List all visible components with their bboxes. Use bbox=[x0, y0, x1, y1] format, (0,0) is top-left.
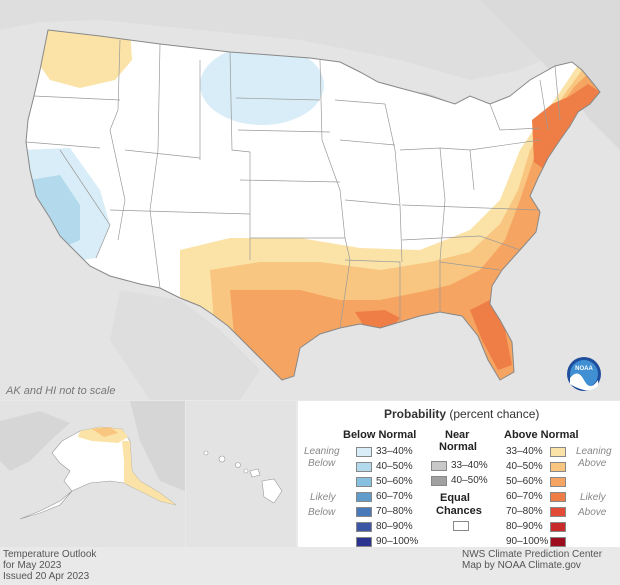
near-normal-swatch bbox=[431, 461, 447, 471]
above-normal-swatch bbox=[550, 492, 566, 502]
below-normal-swatch bbox=[356, 537, 372, 547]
below-normal-swatch bbox=[356, 462, 372, 472]
near-normal-label: 40–50% bbox=[451, 475, 488, 486]
equal-chances-label-2: Chances bbox=[436, 505, 482, 517]
below-normal-swatch bbox=[356, 447, 372, 457]
above-normal-header: Above Normal bbox=[504, 429, 579, 441]
equal-chances-label-1: Equal bbox=[440, 492, 470, 504]
scale-note: AK and HI not to scale bbox=[5, 385, 115, 397]
credit-line-2: Map by NOAA Climate.gov bbox=[462, 560, 581, 571]
above-normal-label: 60–70% bbox=[506, 491, 543, 502]
near-normal-swatch bbox=[431, 476, 447, 486]
above-normal-swatch bbox=[550, 537, 566, 547]
near-normal-label: 33–40% bbox=[451, 460, 488, 471]
leaning-below-label-2: Below bbox=[308, 458, 336, 469]
above-normal-swatch bbox=[550, 447, 566, 457]
forecast-period: for May 2023 bbox=[3, 560, 62, 571]
map-title: Temperature Outlook bbox=[3, 549, 97, 560]
below-normal-label: 70–80% bbox=[376, 506, 413, 517]
leaning-above-label-2: Above bbox=[578, 458, 607, 469]
above-normal-label: 33–40% bbox=[506, 446, 543, 457]
credit-line-1: NWS Climate Prediction Center bbox=[462, 549, 603, 560]
above-normal-label: 70–80% bbox=[506, 506, 543, 517]
below-normal-label: 60–70% bbox=[376, 491, 413, 502]
conus-map: AK and HI not to scale NOAA bbox=[5, 29, 601, 397]
above-normal-swatch bbox=[550, 477, 566, 487]
below-normal-swatch bbox=[356, 522, 372, 532]
below-normal-swatch bbox=[356, 492, 372, 502]
likely-below-label-1: Likely bbox=[310, 492, 336, 503]
alaska-inset bbox=[0, 401, 185, 547]
below-normal-label: 40–50% bbox=[376, 461, 413, 472]
near-normal-header-2: Normal bbox=[439, 441, 477, 453]
svg-text:NOAA: NOAA bbox=[575, 366, 593, 372]
above-normal-label: 40–50% bbox=[506, 461, 543, 472]
issued-date: Issued 20 Apr 2023 bbox=[3, 571, 90, 582]
equal-chances-swatch bbox=[453, 521, 469, 531]
near-normal-header-1: Near bbox=[445, 429, 470, 441]
leaning-above-label-1: Leaning bbox=[576, 446, 612, 457]
likely-above-label-2: Above bbox=[578, 507, 607, 518]
below-normal-swatch bbox=[356, 507, 372, 517]
below-normal-label: 50–60% bbox=[376, 476, 413, 487]
below-normal-label: 90–100% bbox=[376, 536, 419, 547]
likely-below-label-2: Below bbox=[308, 507, 336, 518]
below-normal-label: 80–90% bbox=[376, 521, 413, 532]
above-normal-label: 90–100% bbox=[506, 536, 549, 547]
noaa-logo: NOAA bbox=[567, 357, 601, 391]
legend-panel: Probability (percent chance) Below Norma… bbox=[298, 401, 620, 547]
above-normal-swatch bbox=[550, 522, 566, 532]
above-normal-label: 50–60% bbox=[506, 476, 543, 487]
above-normal-label: 80–90% bbox=[506, 521, 543, 532]
below-normal-swatch bbox=[356, 477, 372, 487]
below-normal-header: Below Normal bbox=[343, 429, 417, 441]
legend-title: Probability (percent chance) bbox=[384, 407, 540, 421]
leaning-below-label-1: Leaning bbox=[304, 446, 340, 457]
above-normal-swatch bbox=[550, 462, 566, 472]
hawaii-inset bbox=[186, 401, 296, 547]
likely-above-label-1: Likely bbox=[580, 492, 606, 503]
below-normal-label: 33–40% bbox=[376, 446, 413, 457]
above-normal-swatch bbox=[550, 507, 566, 517]
